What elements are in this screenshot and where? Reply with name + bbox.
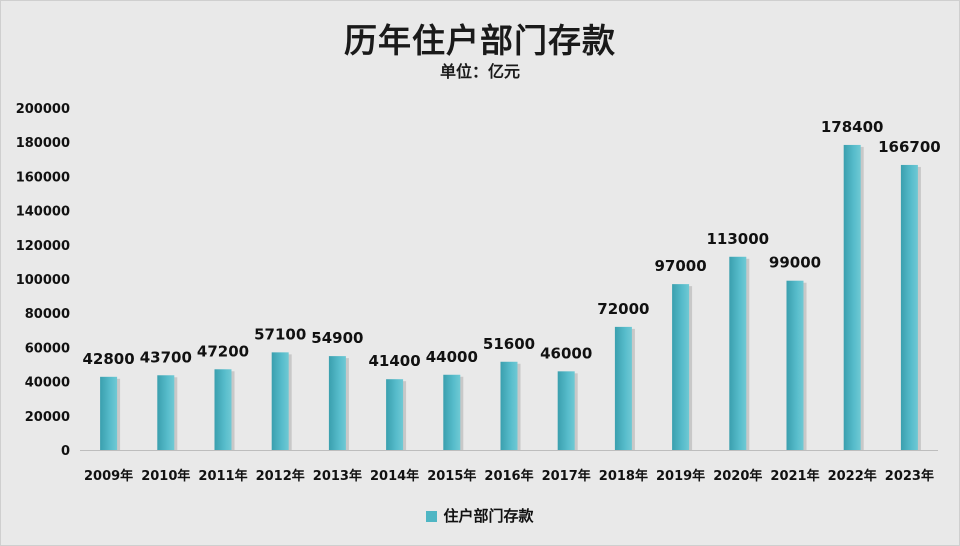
data-label: 47200 (197, 342, 249, 360)
x-tick-label: 2016年 (484, 468, 533, 484)
x-tick-label: 2011年 (198, 468, 247, 484)
data-label: 113000 (706, 230, 769, 248)
bar (843, 144, 861, 450)
x-tick-label: 2018年 (599, 468, 648, 484)
bar (214, 369, 232, 450)
y-tick-label: 200000 (16, 102, 70, 117)
y-tick-label: 140000 (16, 205, 70, 220)
x-tick-label: 2015年 (427, 468, 476, 484)
bar (614, 326, 632, 450)
y-tick-label: 40000 (25, 376, 70, 391)
chart-title: 历年住户部门存款 (344, 21, 616, 60)
data-label: 178400 (821, 118, 884, 136)
data-label: 46000 (540, 344, 592, 362)
x-tick-label: 2022年 (828, 468, 877, 484)
data-label: 99000 (769, 254, 821, 272)
x-tick-label: 2019年 (656, 468, 705, 484)
y-tick-label: 120000 (16, 239, 70, 254)
data-label: 97000 (655, 257, 707, 275)
y-tick-label: 20000 (25, 410, 70, 425)
data-label: 51600 (483, 335, 535, 353)
y-tick-label: 80000 (25, 307, 70, 322)
bar (100, 376, 118, 450)
chart-legend: 住户部门存款 (0, 505, 960, 526)
y-tick-label: 160000 (16, 170, 70, 185)
bar (443, 374, 461, 450)
bar (900, 164, 918, 450)
data-label: 41400 (369, 352, 421, 370)
data-label: 42800 (83, 350, 135, 368)
bar (729, 256, 747, 450)
x-tick-label: 2009年 (84, 468, 133, 484)
x-tick-label: 2014年 (370, 468, 419, 484)
data-label: 43700 (140, 348, 192, 366)
legend-label: 住户部门存款 (443, 507, 534, 525)
x-tick-label: 2017年 (542, 468, 591, 484)
y-tick-label: 60000 (25, 341, 70, 356)
x-tick-label: 2013年 (313, 468, 362, 484)
y-tick-label: 100000 (16, 273, 70, 288)
bar (786, 280, 804, 450)
y-tick-label: 0 (61, 444, 70, 459)
y-tick-label: 180000 (16, 136, 70, 151)
x-tick-label: 2021年 (770, 468, 819, 484)
x-tick-label: 2012年 (256, 468, 305, 484)
data-label: 72000 (597, 300, 649, 318)
x-tick-label: 2023年 (885, 468, 934, 484)
data-label: 57100 (254, 325, 306, 343)
bar (271, 352, 289, 450)
x-tick-label: 2020年 (713, 468, 762, 484)
bar (557, 371, 575, 450)
legend-swatch (426, 511, 438, 522)
x-tick-label: 2010年 (141, 468, 190, 484)
bar (328, 356, 346, 450)
data-label: 54900 (311, 329, 363, 347)
chart-subtitle: 单位：亿元 (439, 62, 520, 81)
bar (157, 375, 175, 450)
bar (386, 379, 404, 450)
data-label: 166700 (878, 138, 941, 156)
bar (672, 284, 690, 450)
data-label: 44000 (426, 348, 478, 366)
bar (500, 361, 518, 450)
